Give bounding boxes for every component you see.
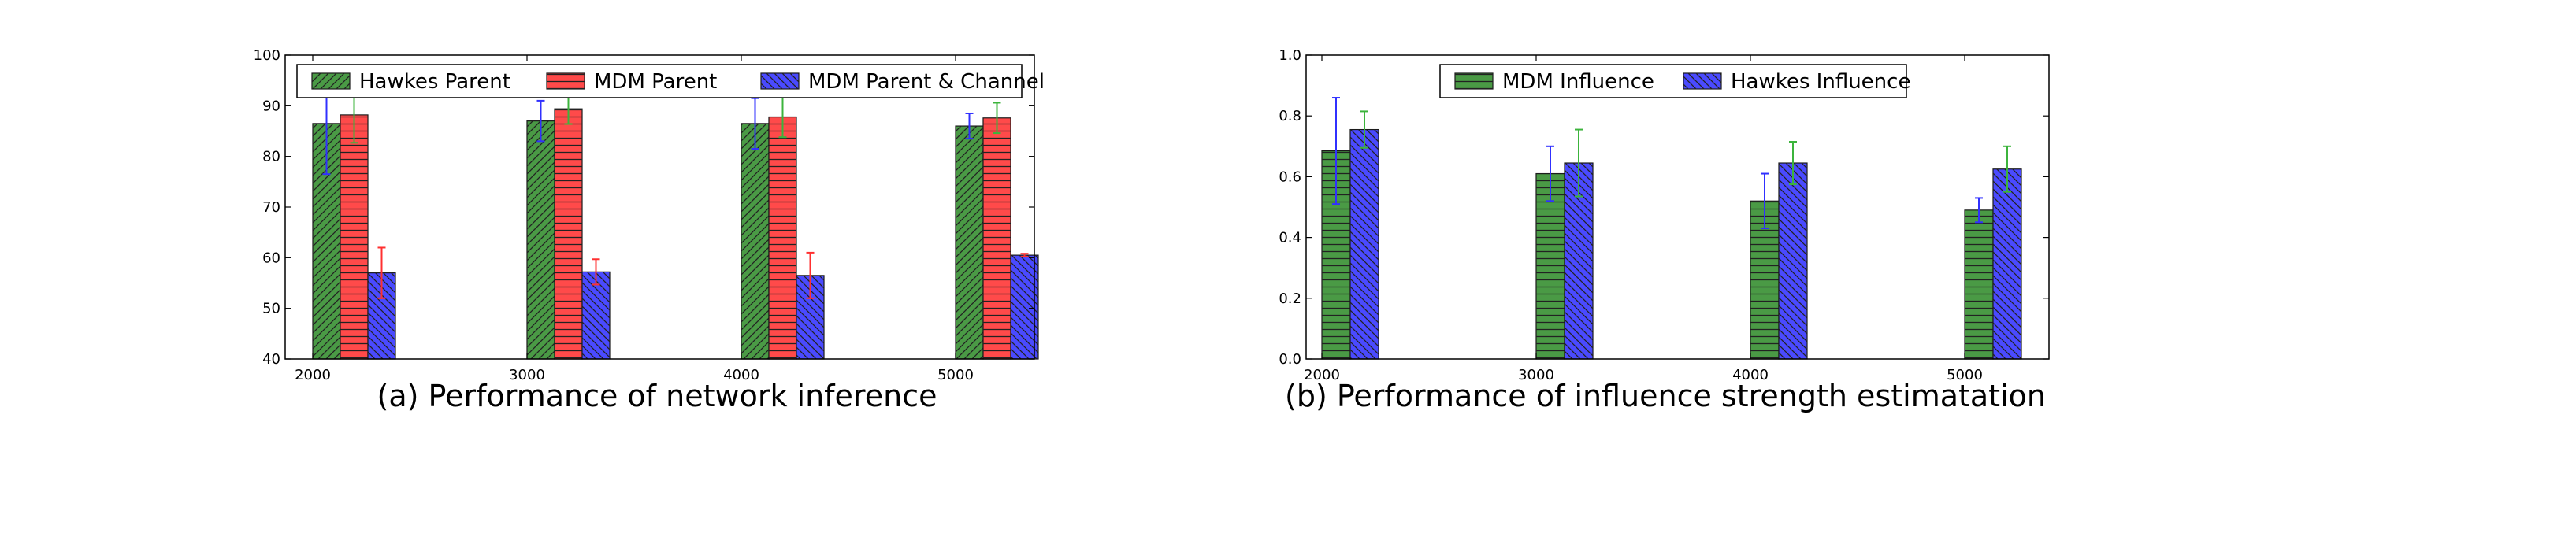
chart-b-axes: 0.0 0.2 0.4 0.6 0.8 1.0 2000 3000 4000 5000 bbox=[1279, 47, 2050, 383]
chart-a-axes: 40 50 60 70 80 90 100 2000 3000 4000 5000 bbox=[254, 47, 1035, 383]
chart-a-bar-mdm-parent-4000-hatch bbox=[769, 117, 796, 359]
chart-a-legend-mdm-parent-label: MDM Parent bbox=[594, 70, 717, 94]
chart-b-legend-hawkes-influence-swatch-hatch bbox=[1683, 73, 1721, 89]
chart-a-xtick-label-2000: 2000 bbox=[295, 367, 331, 383]
chart-a-axes-frame bbox=[284, 54, 1035, 360]
chart-a-legend-hawkes-parent-swatch-hatch bbox=[312, 73, 350, 89]
chart-a-bar-hawkes-parent-3000-hatch bbox=[527, 120, 555, 359]
chart-b-legend: MDM Influence Hawkes Influence bbox=[1439, 64, 1910, 98]
chart-b-ytick-label-0.8: 0.8 bbox=[1279, 108, 1301, 124]
chart-b-ytick-label-0.2: 0.2 bbox=[1279, 291, 1301, 307]
chart-b-ytick-label-0.4: 0.4 bbox=[1279, 230, 1301, 246]
chart-b-legend-mdm-influence-swatch-hatch bbox=[1455, 73, 1493, 89]
chart-influence-strength: 0.0 0.2 0.4 0.6 0.8 1.0 2000 3000 4000 5000 MDM I… bbox=[1279, 47, 2050, 413]
chart-a-bar-mdm-parent-channel-5000-hatch bbox=[1011, 255, 1038, 359]
chart-b-xtick-label-4000: 4000 bbox=[1732, 367, 1769, 383]
chart-b-caption: (b) Performance of influence strength es… bbox=[1285, 379, 2046, 413]
chart-a-legend-box bbox=[296, 64, 1023, 98]
chart-a-marks bbox=[312, 72, 1039, 360]
chart-a-bar-mdm-parent-2000-hatch bbox=[340, 114, 368, 359]
chart-b-ytick-label-0.6: 0.6 bbox=[1279, 168, 1301, 185]
chart-a-bar-hawkes-parent-4000-hatch bbox=[741, 123, 769, 359]
chart-a-bar-mdm-parent-3000-hatch bbox=[555, 109, 582, 359]
chart-a-caption: (a) Performance of network inference bbox=[377, 379, 937, 413]
chart-b-bar-mdm-influence-5000-hatch bbox=[1965, 209, 1993, 359]
chart-a-legend-hawkes-parent-label: Hawkes Parent bbox=[359, 70, 510, 94]
chart-a-xtick-label-4000: 4000 bbox=[723, 367, 759, 383]
chart-b-bar-hawkes-influence-4000-hatch bbox=[1779, 163, 1807, 359]
chart-b-xtick-label-5000: 5000 bbox=[1947, 367, 1983, 383]
chart-b-bar-hawkes-influence-2000-hatch bbox=[1350, 129, 1379, 359]
chart-a-xtick-label-3000: 3000 bbox=[509, 367, 545, 383]
chart-b-bar-hawkes-influence-5000-hatch bbox=[1993, 168, 2021, 359]
chart-a-bar-hawkes-parent-5000-hatch bbox=[956, 126, 983, 360]
chart-network-inference: 40 50 60 70 80 90 100 2000 3000 4000 5000 Hawkes P… bbox=[254, 47, 1045, 413]
chart-b-xtick-label-2000: 2000 bbox=[1304, 367, 1340, 383]
chart-a-legend: Hawkes Parent MDM Parent MDM Parent & Chan… bbox=[296, 64, 1045, 98]
chart-b-xtick-label-3000: 3000 bbox=[1518, 367, 1554, 383]
chart-b-axes-frame bbox=[1305, 54, 2050, 360]
chart-b-legend-box bbox=[1439, 64, 1907, 98]
chart-a-bar-mdm-parent-channel-3000-hatch bbox=[582, 272, 610, 359]
chart-a-legend-mdm-parent-channel-label: MDM Parent & Channel bbox=[808, 70, 1045, 94]
chart-b-bar-mdm-influence-3000-hatch bbox=[1536, 173, 1565, 359]
chart-a-ytick-label-100: 100 bbox=[254, 47, 280, 64]
chart-b-legend-hawkes-influence-label: Hawkes Influence bbox=[1731, 70, 1910, 94]
chart-a-ytick-label-90: 90 bbox=[262, 98, 280, 114]
chart-a-legend-mdm-parent-swatch-hatch bbox=[547, 73, 585, 89]
chart-b-marks bbox=[1321, 97, 2022, 360]
chart-b-legend-mdm-influence-label: MDM Influence bbox=[1502, 70, 1654, 94]
chart-a-ytick-label-60: 60 bbox=[262, 250, 280, 266]
chart-a-xtick-label-5000: 5000 bbox=[937, 367, 974, 383]
chart-a-legend-mdm-parent-channel-swatch-hatch bbox=[761, 73, 799, 89]
chart-a-ytick-label-80: 80 bbox=[262, 149, 280, 165]
chart-a-bar-mdm-parent-5000-hatch bbox=[983, 117, 1011, 360]
chart-b-ytick-label-1.0: 1.0 bbox=[1279, 47, 1301, 64]
chart-a-ytick-label-40: 40 bbox=[262, 351, 280, 368]
chart-b-ytick-label-0.0: 0.0 bbox=[1279, 351, 1301, 368]
chart-a-ytick-label-70: 70 bbox=[262, 199, 280, 216]
chart-a-ytick-label-50: 50 bbox=[262, 301, 280, 317]
